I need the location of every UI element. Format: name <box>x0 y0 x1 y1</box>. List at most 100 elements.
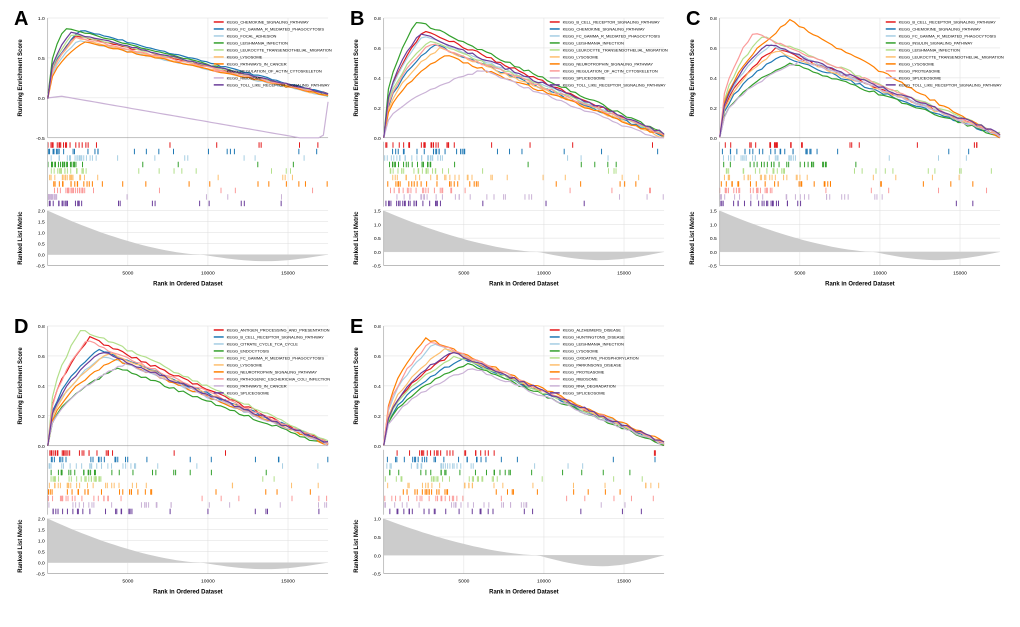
figure-grid: A -0.5 0.0 0.5 1.0 KEGG_CHEMOKINE_SIGNALING_… <box>10 10 1010 617</box>
svg-text:KEGG_RNA_DEGRADATION: KEGG_RNA_DEGRADATION <box>563 383 616 388</box>
svg-text:KEGG_ENDOCYTOSIS: KEGG_ENDOCYTOSIS <box>227 348 270 353</box>
svg-text:0.8: 0.8 <box>374 16 381 22</box>
svg-text:KEGG_RIBOSOME: KEGG_RIBOSOME <box>563 376 598 381</box>
svg-text:0.2: 0.2 <box>374 413 381 419</box>
svg-text:1.5: 1.5 <box>38 527 45 533</box>
svg-text:2.0: 2.0 <box>38 209 45 215</box>
svg-text:0.2: 0.2 <box>710 106 717 112</box>
svg-text:0.0: 0.0 <box>38 96 45 102</box>
svg-text:-0.5: -0.5 <box>36 136 45 142</box>
svg-text:15000: 15000 <box>617 578 631 584</box>
svg-text:10000: 10000 <box>537 271 551 277</box>
svg-text:Rank in Ordered Dataset: Rank in Ordered Dataset <box>489 589 559 595</box>
svg-text:1.0: 1.0 <box>38 16 45 22</box>
svg-text:Rank in Ordered Dataset: Rank in Ordered Dataset <box>153 589 223 595</box>
svg-text:KEGG_LYSOSOME: KEGG_LYSOSOME <box>563 54 599 59</box>
svg-text:KEGG_PROTEASOME: KEGG_PROTEASOME <box>899 68 941 73</box>
svg-text:KEGG_LEISHMANIA_INFECTION: KEGG_LEISHMANIA_INFECTION <box>563 341 624 346</box>
svg-text:0.6: 0.6 <box>374 353 381 359</box>
svg-text:0.5: 0.5 <box>710 236 717 242</box>
svg-text:KEGG_LYSOSOME: KEGG_LYSOSOME <box>227 362 263 367</box>
panel-empty <box>682 318 1010 618</box>
svg-text:10000: 10000 <box>873 271 887 277</box>
svg-text:KEGG_PROTEASOME: KEGG_PROTEASOME <box>563 369 605 374</box>
svg-text:KEGG_SPLICEOSOME: KEGG_SPLICEOSOME <box>563 75 606 80</box>
svg-text:KEGG_TOLL_LIKE_RECEPTOR_SIGNAL: KEGG_TOLL_LIKE_RECEPTOR_SIGNALING_PATHWA… <box>227 82 330 87</box>
svg-text:Ranked List Metric: Ranked List Metric <box>354 518 360 572</box>
svg-text:Rank in Ordered Dataset: Rank in Ordered Dataset <box>489 282 559 288</box>
panel-e: E 0.00.20.40.60.8KEGG_ALZHEIMERS_DISEASE… <box>346 318 674 618</box>
svg-text:1.5: 1.5 <box>38 220 45 226</box>
svg-text:KEGG_INSULIN_SIGNALING_PATHWAY: KEGG_INSULIN_SIGNALING_PATHWAY <box>899 40 973 45</box>
svg-text:KEGG_RIBOSOME: KEGG_RIBOSOME <box>227 75 262 80</box>
svg-text:1.0: 1.0 <box>710 222 717 228</box>
svg-text:KEGG_B_CELL_RECEPTOR_SIGNALING: KEGG_B_CELL_RECEPTOR_SIGNALING_PATHWAY <box>899 19 996 24</box>
svg-text:10000: 10000 <box>537 578 551 584</box>
svg-text:KEGG_SPLICEOSOME: KEGG_SPLICEOSOME <box>563 390 606 395</box>
svg-text:5000: 5000 <box>122 271 133 277</box>
svg-text:-0.5: -0.5 <box>36 264 45 270</box>
svg-text:0.0: 0.0 <box>38 560 45 566</box>
svg-text:KEGG_CHEMOKINE_SIGNALING_PATHW: KEGG_CHEMOKINE_SIGNALING_PATHWAY <box>899 26 981 31</box>
svg-text:KEGG_PATHWAYS_IN_CANCER: KEGG_PATHWAYS_IN_CANCER <box>227 61 287 66</box>
panel-b: B 0.00.20.40.60.8KEGG_B_CELL_RECEPTOR_SI… <box>346 10 674 310</box>
svg-text:KEGG_LEUKOCYTE_TRANSENDOTHELIA: KEGG_LEUKOCYTE_TRANSENDOTHELIAL_MIGRATIO… <box>227 47 332 52</box>
svg-text:Running Enrichment Score: Running Enrichment Score <box>354 39 360 117</box>
svg-text:-0.5: -0.5 <box>708 264 717 270</box>
svg-text:0.0: 0.0 <box>710 136 717 142</box>
svg-text:KEGG_LEISHMANIA_INFECTION: KEGG_LEISHMANIA_INFECTION <box>227 40 288 45</box>
svg-text:10000: 10000 <box>201 271 215 277</box>
svg-text:15000: 15000 <box>617 271 631 277</box>
svg-text:5000: 5000 <box>458 271 469 277</box>
svg-text:KEGG_PATHWAYS_IN_CANCER: KEGG_PATHWAYS_IN_CANCER <box>227 383 287 388</box>
svg-text:Ranked List Metric: Ranked List Metric <box>18 518 24 572</box>
svg-text:KEGG_REGULATION_OF_ACTIN_CYTOS: KEGG_REGULATION_OF_ACTIN_CYTOSKELETON <box>227 68 322 73</box>
svg-text:0.5: 0.5 <box>38 56 45 62</box>
svg-text:5000: 5000 <box>122 578 133 584</box>
svg-text:0.4: 0.4 <box>374 383 381 389</box>
svg-text:KEGG_TOLL_LIKE_RECEPTOR_SIGNAL: KEGG_TOLL_LIKE_RECEPTOR_SIGNALING_PATHWA… <box>899 82 1002 87</box>
panel-label-a: A <box>14 8 28 31</box>
svg-text:KEGG_LYSOSOME: KEGG_LYSOSOME <box>899 61 935 66</box>
svg-text:0.8: 0.8 <box>374 323 381 329</box>
svg-text:KEGG_LEISHMANIA_INFECTION: KEGG_LEISHMANIA_INFECTION <box>563 40 624 45</box>
svg-text:KEGG_LEUKOCYTE_TRANSENDOTHELIA: KEGG_LEUKOCYTE_TRANSENDOTHELIAL_MIGRATIO… <box>563 47 668 52</box>
svg-text:0.8: 0.8 <box>38 323 45 329</box>
svg-text:KEGG_FC_GAMMA_R_MEDIATED_PHAGO: KEGG_FC_GAMMA_R_MEDIATED_PHAGOCYTOSIS <box>899 33 997 38</box>
svg-text:KEGG_NEUROTROPHIN_SIGNALING_PA: KEGG_NEUROTROPHIN_SIGNALING_PATHWAY <box>227 369 318 374</box>
gsea-plot-b: 0.00.20.40.60.8KEGG_B_CELL_RECEPTOR_SIGN… <box>346 10 674 310</box>
svg-text:0.4: 0.4 <box>38 383 45 389</box>
svg-text:0.8: 0.8 <box>710 16 717 22</box>
panel-label-e: E <box>350 316 363 339</box>
svg-text:0.6: 0.6 <box>710 46 717 52</box>
svg-text:0.0: 0.0 <box>374 443 381 449</box>
panel-label-c: C <box>686 8 700 31</box>
svg-text:KEGG_OXIDATIVE_PHOSPHORYLATION: KEGG_OXIDATIVE_PHOSPHORYLATION <box>563 355 639 360</box>
svg-text:15000: 15000 <box>281 578 295 584</box>
panel-d: D 0.00.20.40.60.8KEGG_ANTIGEN_PROCESSING… <box>10 318 338 618</box>
svg-text:5000: 5000 <box>458 578 469 584</box>
svg-text:-0.5: -0.5 <box>372 264 381 270</box>
svg-text:KEGG_NEUROTROPHIN_SIGNALING_PA: KEGG_NEUROTROPHIN_SIGNALING_PATHWAY <box>563 61 654 66</box>
svg-text:KEGG_SPLICEOSOME: KEGG_SPLICEOSOME <box>899 75 942 80</box>
svg-text:KEGG_CHEMOKINE_SIGNALING_PATHW: KEGG_CHEMOKINE_SIGNALING_PATHWAY <box>563 26 645 31</box>
svg-text:0.5: 0.5 <box>374 236 381 242</box>
svg-text:KEGG_PATHOGENIC_ESCHERICHIA_CO: KEGG_PATHOGENIC_ESCHERICHIA_COLI_INFECTI… <box>227 376 331 381</box>
svg-text:Running Enrichment Score: Running Enrichment Score <box>690 39 696 117</box>
svg-text:KEGG_REGULATION_OF_ACTIN_CYTOS: KEGG_REGULATION_OF_ACTIN_CYTOSKELETON <box>563 68 658 73</box>
svg-text:1.0: 1.0 <box>374 222 381 228</box>
svg-text:KEGG_HUNTINGTONS_DISEASE: KEGG_HUNTINGTONS_DISEASE <box>563 334 625 339</box>
svg-text:0.6: 0.6 <box>374 46 381 52</box>
panel-a: A -0.50.00.51.0KEGG_CHEMOKINE_SIGNALING_… <box>10 10 338 310</box>
svg-text:KEGG_FOCAL_ADHESION: KEGG_FOCAL_ADHESION <box>227 33 277 38</box>
panel-label-b: B <box>350 8 364 31</box>
svg-text:KEGG_FC_GAMMA_R_MEDIATED_PHAGO: KEGG_FC_GAMMA_R_MEDIATED_PHAGOCYTOSIS <box>563 33 661 38</box>
svg-text:KEGG_LYSOSOME: KEGG_LYSOSOME <box>227 54 263 59</box>
svg-text:Rank in Ordered Dataset: Rank in Ordered Dataset <box>153 282 223 288</box>
svg-text:KEGG_SPLICEOSOME: KEGG_SPLICEOSOME <box>227 390 270 395</box>
gsea-plot-e: 0.00.20.40.60.8KEGG_ALZHEIMERS_DISEASEKE… <box>346 318 674 618</box>
svg-text:0.0: 0.0 <box>38 253 45 259</box>
svg-text:Running Enrichment Score: Running Enrichment Score <box>354 346 360 424</box>
svg-text:KEGG_CITRATE_CYCLE_TCA_CYCLE: KEGG_CITRATE_CYCLE_TCA_CYCLE <box>227 341 299 346</box>
svg-text:0.4: 0.4 <box>710 76 717 82</box>
